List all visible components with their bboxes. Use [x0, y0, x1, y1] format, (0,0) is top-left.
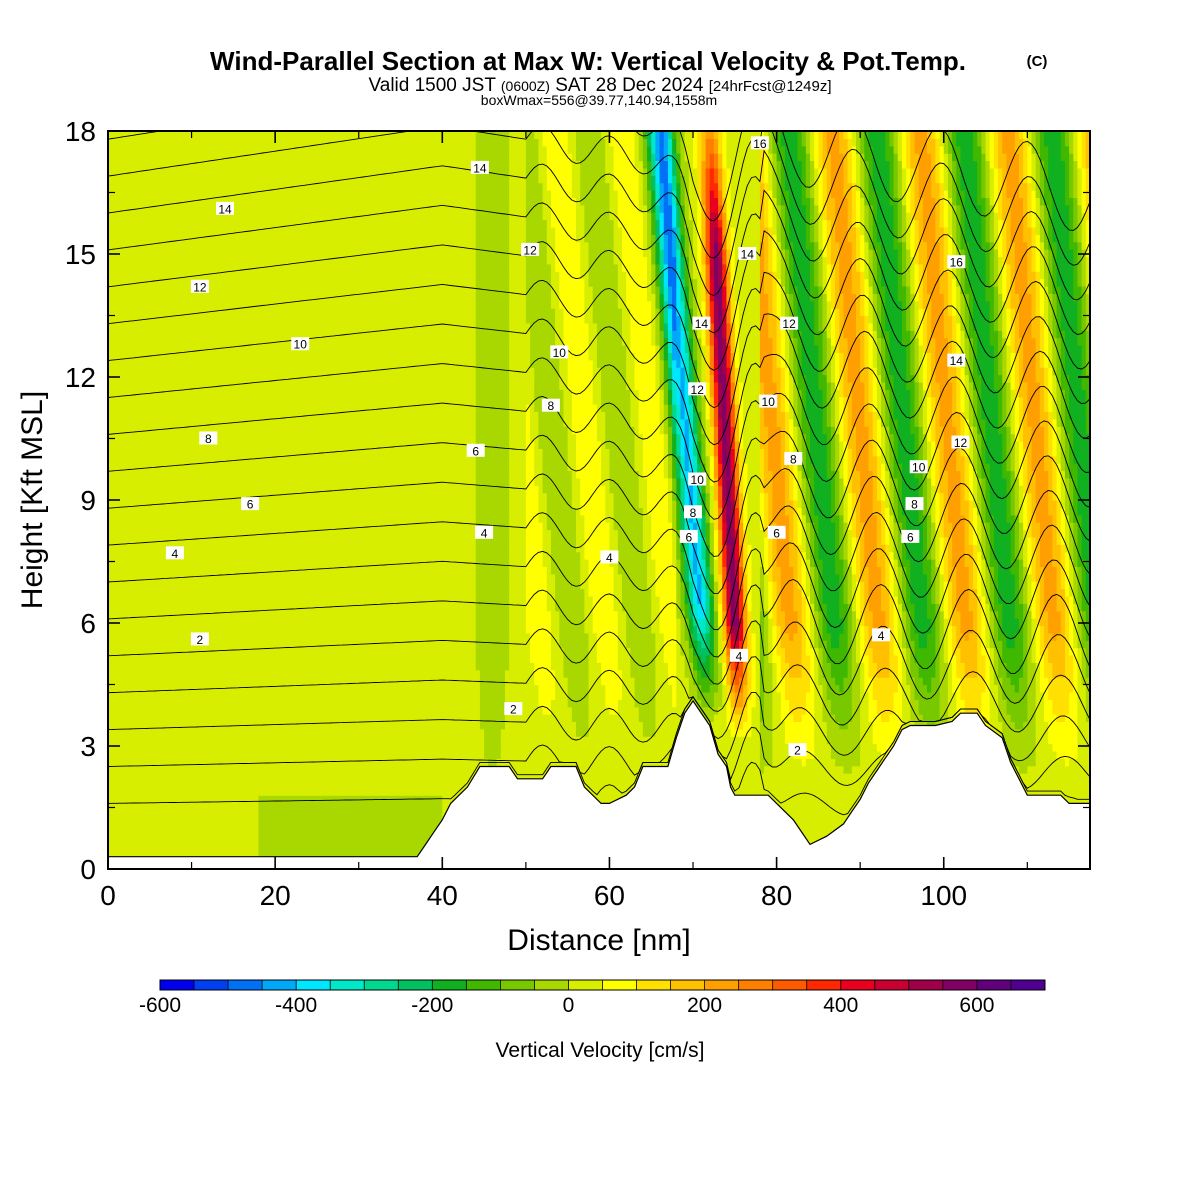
terrain-mask — [108, 699, 1090, 869]
colorbar-tick-label: 200 — [687, 994, 722, 1017]
colorbar-swatch — [1010, 980, 1046, 990]
colorbar-swatch — [228, 980, 263, 990]
x-tick-label: 20 — [260, 880, 291, 911]
colorbar-swatch — [466, 980, 501, 990]
y-tick-label: 3 — [80, 731, 96, 762]
contour-label: 2 — [504, 702, 523, 717]
colorbar-swatch — [874, 980, 910, 990]
x-tick-label: 60 — [594, 880, 625, 911]
colorbar-swatch — [772, 980, 808, 990]
colorbar-swatch — [160, 980, 195, 990]
contour-label: 10 — [759, 394, 778, 409]
colorbar-swatch — [432, 980, 467, 990]
contour-label: 4 — [600, 550, 619, 565]
valid-line: Valid 1500 JST (0600Z) SAT 28 Dec 2024 [… — [368, 75, 831, 96]
colorbar-swatch — [806, 980, 842, 990]
colorbar-tick-label: 0 — [563, 994, 575, 1017]
contour-label: 4 — [872, 628, 891, 643]
contour-label: 8 — [684, 505, 702, 520]
colorbar-tick-label: -600 — [139, 994, 181, 1017]
colorbar-swatch — [194, 980, 229, 990]
contour-label: 12 — [951, 435, 970, 450]
contour-label: 4 — [475, 525, 494, 540]
contour-label: 12 — [688, 382, 707, 397]
plot-area: 14 14 12 12 10 10 8 8 6 6 4 4 4 2 2 16 14 14 12 12 10 10 8 8 6 6 4… — [65, 116, 1091, 911]
colorbar-swatch — [296, 980, 331, 990]
colorbar-swatch — [534, 980, 569, 990]
contour-label: 12 — [521, 242, 540, 257]
y-tick-label: 18 — [65, 116, 96, 147]
contour-label: 6 — [466, 443, 485, 458]
contour-label: 10 — [550, 345, 569, 360]
forecast-info: [24hrFcst@1249z] — [709, 78, 832, 95]
colorbar-swatch — [636, 980, 671, 990]
colorbar-swatch — [976, 980, 1012, 990]
contour-label: 8 — [199, 431, 218, 446]
theta-contours — [108, 131, 1090, 816]
colorbar-swatch — [942, 980, 978, 990]
colorbar-swatch — [840, 980, 876, 990]
colorbar-swatch — [568, 980, 603, 990]
colorbar-swatch — [330, 980, 365, 990]
colorbar-swatch — [262, 980, 297, 990]
contour-label: 12 — [780, 316, 799, 331]
contour-label: 2 — [190, 632, 209, 647]
contour-label: 4 — [730, 648, 748, 663]
contour-label: 10 — [909, 460, 928, 475]
x-axis-label: Distance [nm] — [507, 924, 690, 957]
contour-label: 4 — [165, 546, 184, 561]
valid-prefix: Valid 1500 JST — [368, 75, 496, 96]
contour-label: 14 — [692, 316, 711, 331]
colorbar-swatch — [908, 980, 944, 990]
chart-title: Wind-Parallel Section at Max W: Vertical… — [210, 46, 966, 76]
axis-ticks: 0 20 40 60 80 100 0 3 6 9 12 15 18 — [65, 116, 1090, 911]
colorbar-swatch — [398, 980, 433, 990]
colorbar-swatch — [738, 980, 773, 990]
colorbar-swatch — [670, 980, 705, 990]
colorbar-tick-label: -400 — [275, 994, 317, 1017]
contour-label: 14 — [470, 160, 489, 175]
colorbar: -600 -400 -200 0 200 400 600 — [139, 979, 1046, 1017]
colorbar-swatch — [704, 980, 739, 990]
contour-labels: 14 14 12 12 10 10 8 8 6 6 4 4 4 2 2 16 14 14 12 12 10 10 8 8 6 6 4… — [165, 136, 970, 758]
contour-label: 14 — [738, 247, 757, 262]
colorbar-swatch — [500, 980, 535, 990]
colorbar-swatch — [364, 980, 399, 990]
contour-label: 6 — [767, 525, 786, 540]
contour-label: 2 — [788, 743, 807, 758]
contour-label: 14 — [947, 353, 966, 368]
contour-label: 10 — [688, 472, 707, 487]
colorbar-tick-label: -200 — [411, 994, 453, 1017]
contour-label: 16 — [947, 255, 966, 270]
contour-label: 16 — [750, 136, 769, 151]
copyright-mark: (C) — [1027, 53, 1048, 70]
y-tick-label: 9 — [80, 485, 96, 516]
contour-label: 14 — [216, 201, 234, 216]
contour-label: 10 — [291, 337, 310, 352]
contour-label: 8 — [784, 452, 803, 467]
y-tick-label: 6 — [80, 608, 96, 639]
contour-label: 8 — [905, 497, 924, 512]
colorbar-tick-label: 400 — [823, 994, 858, 1017]
y-tick-label: 15 — [65, 239, 96, 270]
y-axis-label: Height [Kft MSL] — [16, 391, 49, 609]
valid-date: SAT 28 Dec 2024 — [555, 75, 704, 96]
colorbar-label: Vertical Velocity [cm/s] — [496, 1039, 705, 1062]
contour-label: 6 — [679, 529, 698, 544]
x-tick-label: 100 — [920, 880, 967, 911]
box-info: boxWmax=556@39.77,140.94,1558m — [481, 92, 717, 108]
colorbar-tick-label: 600 — [959, 994, 994, 1017]
colorbar-swatch — [602, 980, 637, 990]
y-tick-label: 0 — [80, 854, 96, 885]
y-tick-label: 12 — [65, 362, 96, 393]
contour-label: 8 — [541, 398, 560, 413]
x-tick-label: 80 — [761, 880, 792, 911]
valid-utc: (0600Z) — [501, 78, 550, 94]
contour-label: 12 — [190, 279, 209, 294]
x-tick-label: 40 — [427, 880, 458, 911]
contour-label: 6 — [241, 497, 260, 512]
contour-label: 6 — [901, 529, 920, 544]
x-tick-label: 0 — [100, 880, 116, 911]
